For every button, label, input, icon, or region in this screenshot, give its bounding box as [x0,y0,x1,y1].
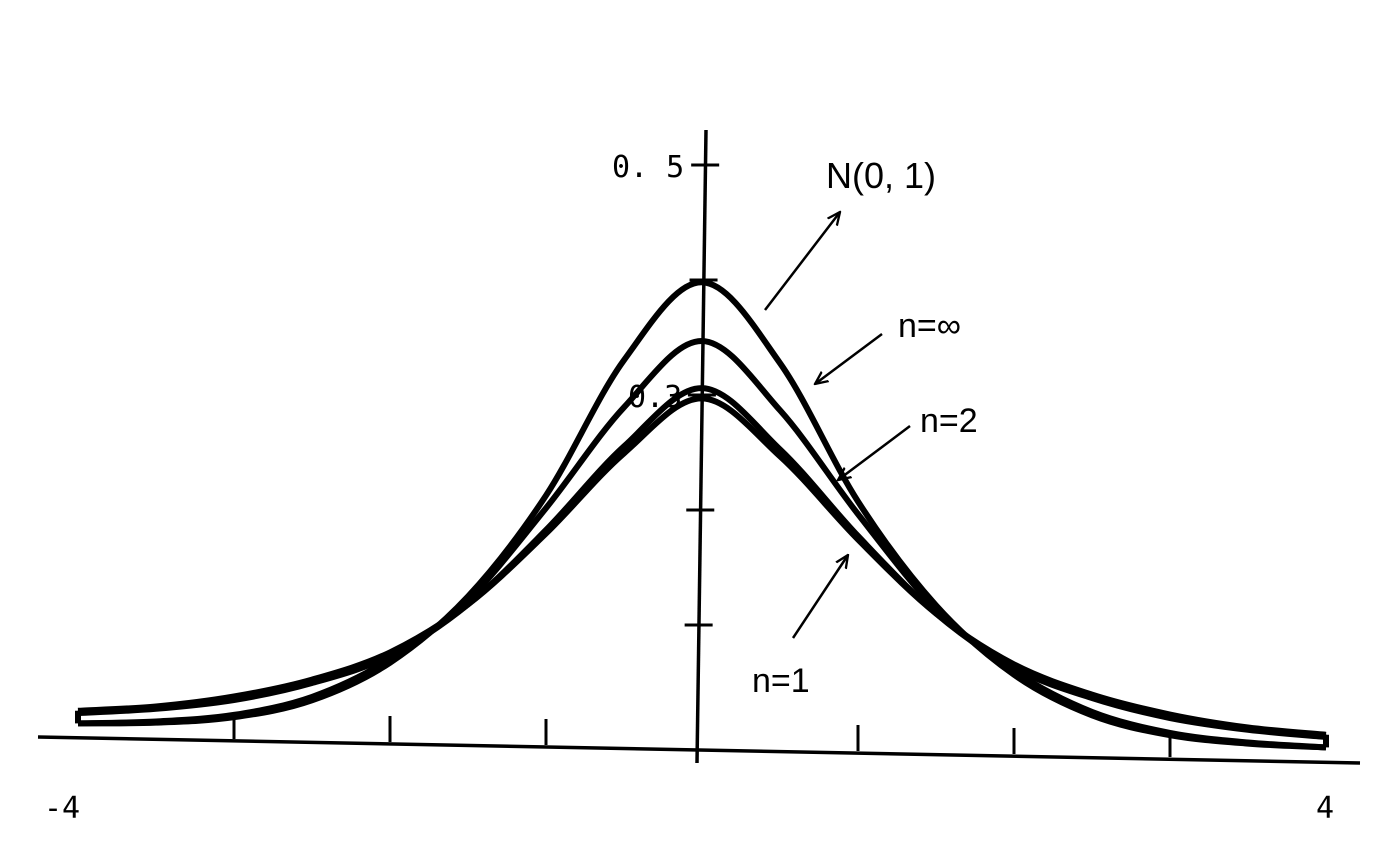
series-annotation: n=∞ [898,307,961,345]
series-group [75,279,1329,751]
label-group: -4 4 0. 5 0.3 N(0, 1) n=∞ n=2 n=1 [44,150,1334,826]
y-tick-label: 0. 5 [612,150,684,185]
annotation-arrow [838,425,911,480]
series-annotation: N(0, 1) [826,155,936,196]
series-line-n-0-1 [77,279,1327,751]
annotation-arrow [815,332,883,384]
series-line-n-2 [77,385,1327,740]
y-tick-label: 0.3 [628,380,682,415]
annotation-arrow [791,555,848,639]
series-line-n [77,337,1327,751]
annotation-arrow [764,212,840,311]
series-annotation: n=2 [920,402,978,440]
series-line-n-1 [77,395,1327,738]
x-axis [37,735,1361,765]
series-annotation: n=1 [752,662,810,700]
x-tick-label: -4 [44,791,80,826]
x-tick-label: 4 [1316,791,1334,826]
y-axis [695,129,708,764]
arrow-group [764,212,911,639]
